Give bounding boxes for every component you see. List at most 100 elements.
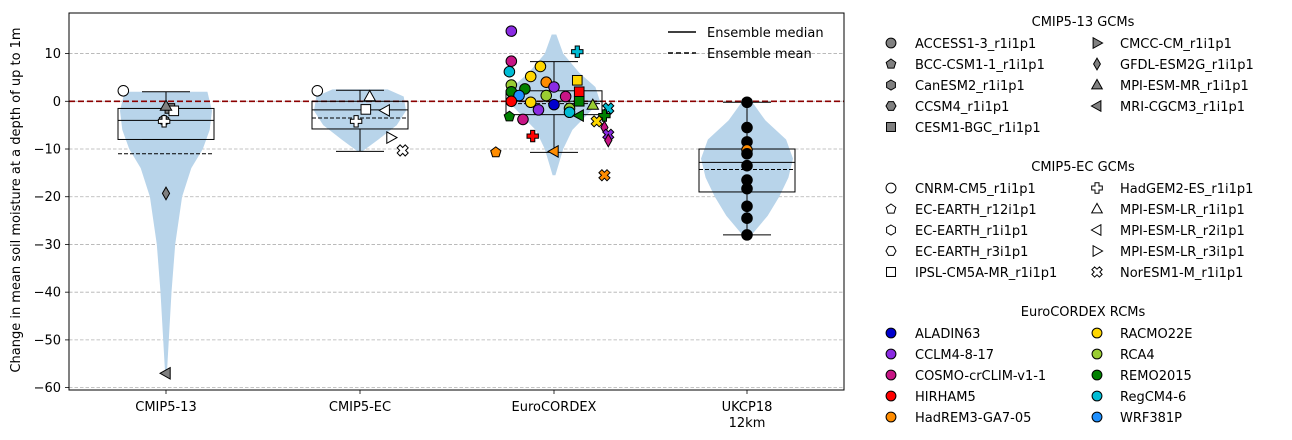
legend-marker (1092, 244, 1104, 258)
data-point (161, 186, 171, 201)
data-point (741, 182, 753, 195)
legend-item-label: MPI-ESM-MR_r1i1p1 (1120, 79, 1249, 94)
y-tick-label: −30 (34, 238, 61, 253)
data-point (396, 144, 409, 157)
legend-item-label: MPI-ESM-LR_r3i1p1 (1120, 245, 1245, 260)
data-point (378, 103, 390, 117)
legend-item-label: MPI-ESM-LR_r1i1p1 (1120, 203, 1245, 218)
data-point (572, 109, 584, 123)
data-point (741, 229, 753, 241)
legend-item-label: COSMO-crCLIM-v1-1 (915, 369, 1046, 384)
data-point (524, 96, 537, 109)
legend-marker (885, 348, 897, 360)
legend-marker (886, 79, 896, 91)
legend-item-label: MRI-CGCM3_r1i1p1 (1120, 100, 1245, 115)
y-tick-label: 10 (44, 47, 61, 62)
legend-marker (1091, 348, 1103, 360)
legend-marker (886, 224, 896, 236)
data-point (741, 121, 753, 134)
data-point (363, 89, 377, 102)
legend-marker (1091, 327, 1103, 339)
axes-frame (68, 12, 845, 391)
x-tick-label-line: 12km (729, 416, 766, 431)
data-point (490, 146, 502, 158)
data-point (505, 95, 518, 108)
legend-item-label: HadGEM2-ES_r1i1p1 (1120, 182, 1253, 197)
legend-marker (885, 411, 897, 423)
legend-item-label: CCLM4-8-17 (915, 348, 994, 363)
legend-marker (885, 58, 897, 69)
legend-marker (885, 37, 897, 49)
data-point (505, 25, 518, 37)
legend-group: EuroCORDEX RCMs ALADIN63 CCLM4-8-17 COSMO-c… (885, 305, 1192, 426)
legend-item-label: IPSL-CM5A-MR_r1i1p1 (915, 266, 1057, 281)
legend-item-label: BCC-CSM1-1_r1i1p1 (915, 58, 1045, 73)
data-point (598, 168, 611, 182)
legend-marker (1091, 390, 1103, 402)
x-tick-label: CMIP5-13 (135, 400, 196, 415)
data-point (559, 90, 572, 103)
legend-item-label: EC-EARTH_r1i1p1 (915, 224, 1028, 239)
legend-marker (885, 369, 897, 381)
y-tick-label: −20 (34, 190, 61, 205)
legend-group: CMIP5-13 GCMs ACCESS1-3_r1i1p1 BCC-CSM1-1_… (885, 15, 1254, 136)
legend-marker (885, 390, 897, 402)
legend-marker (1091, 266, 1103, 278)
data-point (168, 105, 180, 117)
data-point (513, 89, 525, 102)
legend-line-label: Ensemble mean (707, 47, 812, 62)
legend-item-label: ACCESS1-3_r1i1p1 (915, 37, 1036, 52)
legend-marker (1091, 182, 1103, 194)
box-iqr (311, 100, 409, 130)
data-point (158, 366, 171, 380)
legend-marker (1090, 202, 1104, 214)
data-point (505, 55, 518, 67)
y-tick-label: −40 (34, 286, 61, 301)
data-point (360, 104, 372, 115)
box-plot (311, 89, 409, 152)
y-tick-label: −10 (34, 143, 61, 158)
legend-marker (885, 246, 897, 256)
y-axis-label: Change in mean soil moisture at a depth … (9, 27, 24, 372)
data-point (532, 104, 545, 116)
data-point (741, 147, 753, 160)
data-point (741, 96, 753, 109)
legend-group: CMIP5-EC GCMs CNRM-CM5_r1i1p1 EC-EARTH_r12… (885, 160, 1253, 281)
legend-line-label: Ensemble median (707, 26, 824, 41)
legend-marker (1093, 57, 1101, 71)
data-point (604, 133, 613, 148)
x-tick-label-line: UKCP18 (722, 400, 773, 415)
legend-marker (1090, 78, 1104, 90)
data-point (741, 212, 753, 224)
legend-marker (886, 122, 896, 132)
data-point (573, 86, 585, 98)
legend-item-label: ALADIN63 (915, 327, 980, 342)
data-point (741, 159, 753, 172)
data-point (548, 81, 560, 93)
data-point (157, 115, 171, 128)
data-point (590, 115, 603, 128)
x-tick-label: EuroCORDEX (512, 400, 597, 415)
data-point (503, 65, 516, 78)
data-point (386, 131, 399, 145)
legend-marker (1091, 369, 1103, 381)
legend-item-label: RegCM4-6 (1120, 390, 1186, 405)
y-tick-label: −50 (34, 333, 61, 348)
x-tick-label: UKCP18 12km (722, 400, 773, 431)
plot-area: 10 0 −10 −20 −30 −40 −50 −60 CMIP5-13 CMIP5-EC Eur… (34, 12, 845, 431)
legend-item-label: EC-EARTH_r3i1p1 (915, 245, 1028, 260)
data-point (540, 89, 553, 102)
legend-marker (1090, 99, 1102, 113)
legend-item-label: WRF381P (1120, 411, 1182, 426)
data-point (311, 85, 324, 97)
data-point (571, 74, 583, 86)
data-point (524, 70, 537, 83)
legend: CMIP5-13 GCMs ACCESS1-3_r1i1p1 BCC-CSM1-1_… (885, 15, 1254, 426)
data-point (563, 106, 576, 119)
data-point (503, 110, 516, 122)
legend-item-label: HadREM3-GA7-05 (915, 411, 1031, 426)
legend-item-label: CNRM-CM5_r1i1p1 (915, 182, 1036, 197)
data-point (517, 113, 529, 126)
legend-marker (1091, 411, 1103, 423)
legend-item-label: CCSM4_r1i1p1 (915, 100, 1009, 115)
